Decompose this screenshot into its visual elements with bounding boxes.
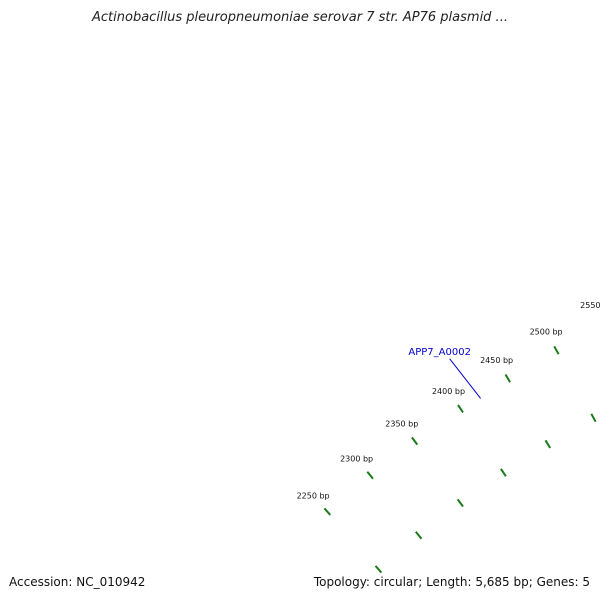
scale-tick-label: 2400 bp — [432, 387, 465, 396]
accession-text: Accession: NC_010942 — [9, 575, 146, 589]
outer-major-tick — [457, 404, 464, 413]
inner-major-tick — [415, 531, 423, 540]
inner-major-tick — [544, 439, 552, 449]
scale-ticks — [323, 345, 597, 574]
outer-major-tick — [504, 373, 511, 383]
scale-tick-label: 2500 bp — [530, 327, 563, 336]
inner-major-tick — [500, 468, 507, 477]
outer-major-tick — [323, 507, 332, 516]
scale-labels: 2250 bp 2300 bp 2350 bp 2400 bp 2450 bp 2500 … — [297, 301, 600, 501]
scale-tick-label: 2250 bp — [297, 492, 330, 501]
gene-label-leader-line — [449, 358, 481, 399]
scale-tick-label: 2300 bp — [340, 455, 373, 464]
inner-major-tick — [590, 413, 597, 423]
outer-major-tick — [366, 471, 374, 480]
scale-tick-label: 2450 bp — [480, 356, 513, 365]
inner-major-tick — [456, 498, 464, 508]
inner-major-tick — [374, 565, 383, 574]
outer-major-tick — [411, 436, 419, 446]
scale-tick-label: 2550 bp — [580, 301, 600, 310]
gene-label-app7-a0002[interactable]: APP7_A0002 — [408, 347, 471, 358]
map-title: Actinobacillus pleuropneumoniae serovar … — [92, 10, 508, 25]
outer-major-tick — [553, 345, 560, 355]
scale-tick-label: 2350 bp — [385, 420, 418, 429]
topology-summary-text: Topology: circular; Length: 5,685 bp; Ge… — [313, 575, 590, 589]
